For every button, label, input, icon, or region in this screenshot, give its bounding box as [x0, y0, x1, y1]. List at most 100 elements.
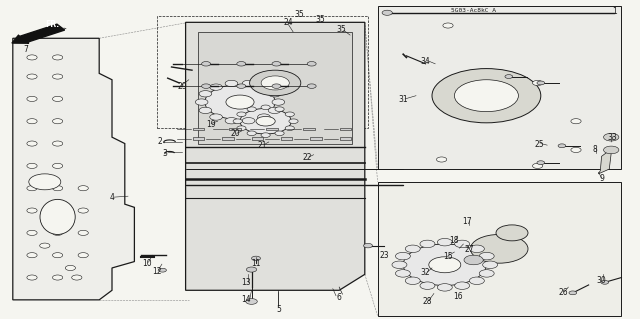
Circle shape [226, 95, 254, 109]
Circle shape [275, 107, 284, 111]
Circle shape [532, 163, 543, 168]
Circle shape [285, 126, 294, 130]
Circle shape [496, 225, 528, 241]
Circle shape [268, 91, 281, 97]
Text: 5G03-Ac8kC A: 5G03-Ac8kC A [451, 8, 496, 13]
Circle shape [454, 80, 518, 112]
Bar [198, 32, 352, 144]
Circle shape [429, 257, 461, 273]
Circle shape [78, 253, 88, 258]
Circle shape [604, 133, 619, 141]
Circle shape [52, 96, 63, 101]
Text: 35: 35 [294, 10, 305, 19]
Circle shape [237, 126, 246, 130]
Circle shape [247, 131, 256, 136]
Circle shape [252, 256, 260, 261]
Circle shape [469, 277, 484, 285]
Circle shape [537, 161, 545, 165]
FancyArrow shape [12, 24, 65, 43]
Circle shape [443, 23, 453, 28]
Circle shape [78, 230, 88, 235]
Circle shape [250, 70, 301, 96]
Circle shape [505, 75, 513, 78]
Circle shape [52, 208, 63, 213]
Circle shape [604, 146, 619, 154]
Text: 10: 10 [142, 259, 152, 268]
Circle shape [199, 107, 212, 114]
Text: 29: 29 [177, 82, 188, 91]
Circle shape [27, 186, 37, 191]
Circle shape [289, 119, 298, 123]
Circle shape [210, 84, 223, 90]
Bar [193, 128, 204, 130]
Circle shape [464, 255, 483, 265]
Circle shape [27, 96, 37, 101]
Circle shape [237, 62, 246, 66]
Text: 26: 26 [558, 288, 568, 297]
Circle shape [27, 275, 37, 280]
Circle shape [246, 299, 257, 304]
Circle shape [483, 261, 498, 269]
Circle shape [396, 270, 410, 277]
Text: 5: 5 [276, 305, 281, 314]
Circle shape [65, 265, 76, 271]
Circle shape [246, 267, 257, 272]
Bar [193, 137, 204, 140]
Text: 25: 25 [534, 140, 544, 149]
Circle shape [52, 163, 63, 168]
Bar [222, 137, 234, 140]
Circle shape [261, 105, 270, 110]
Bar [340, 128, 351, 130]
Circle shape [436, 157, 447, 162]
Bar [266, 128, 278, 130]
Circle shape [454, 240, 470, 248]
Circle shape [247, 107, 256, 111]
Circle shape [40, 243, 50, 248]
Text: 17: 17 [462, 217, 472, 226]
Text: 2: 2 [157, 137, 163, 146]
Circle shape [237, 112, 246, 116]
Circle shape [275, 131, 284, 136]
Circle shape [242, 118, 255, 124]
Circle shape [159, 268, 166, 272]
Bar [303, 128, 315, 130]
Circle shape [405, 277, 420, 285]
Circle shape [403, 244, 486, 286]
Circle shape [396, 252, 410, 260]
Circle shape [571, 119, 581, 124]
Circle shape [78, 208, 88, 213]
Circle shape [405, 245, 420, 253]
Circle shape [268, 107, 281, 114]
Circle shape [261, 76, 289, 90]
Circle shape [272, 62, 281, 66]
Circle shape [420, 240, 435, 248]
Circle shape [256, 116, 275, 126]
Text: 20: 20 [230, 130, 241, 138]
Text: 33: 33 [607, 133, 617, 142]
Circle shape [558, 144, 566, 148]
Circle shape [272, 84, 281, 88]
Circle shape [569, 291, 577, 295]
Circle shape [27, 74, 37, 79]
Text: 22: 22 [303, 153, 312, 162]
Circle shape [27, 55, 37, 60]
Circle shape [307, 84, 316, 88]
Circle shape [257, 114, 270, 120]
Text: 19: 19 [206, 120, 216, 129]
Circle shape [479, 270, 494, 277]
Text: 21: 21 [258, 141, 267, 150]
Circle shape [437, 284, 452, 291]
Circle shape [420, 282, 435, 289]
Text: 4: 4 [109, 193, 115, 202]
Circle shape [437, 238, 452, 246]
Circle shape [199, 91, 212, 97]
Ellipse shape [40, 199, 76, 234]
Circle shape [571, 147, 581, 152]
Bar [340, 137, 351, 140]
Circle shape [27, 141, 37, 146]
Circle shape [72, 275, 82, 280]
Circle shape [52, 55, 63, 60]
Text: 12: 12 [152, 267, 161, 276]
Circle shape [52, 141, 63, 146]
Text: 9: 9 [599, 174, 604, 183]
